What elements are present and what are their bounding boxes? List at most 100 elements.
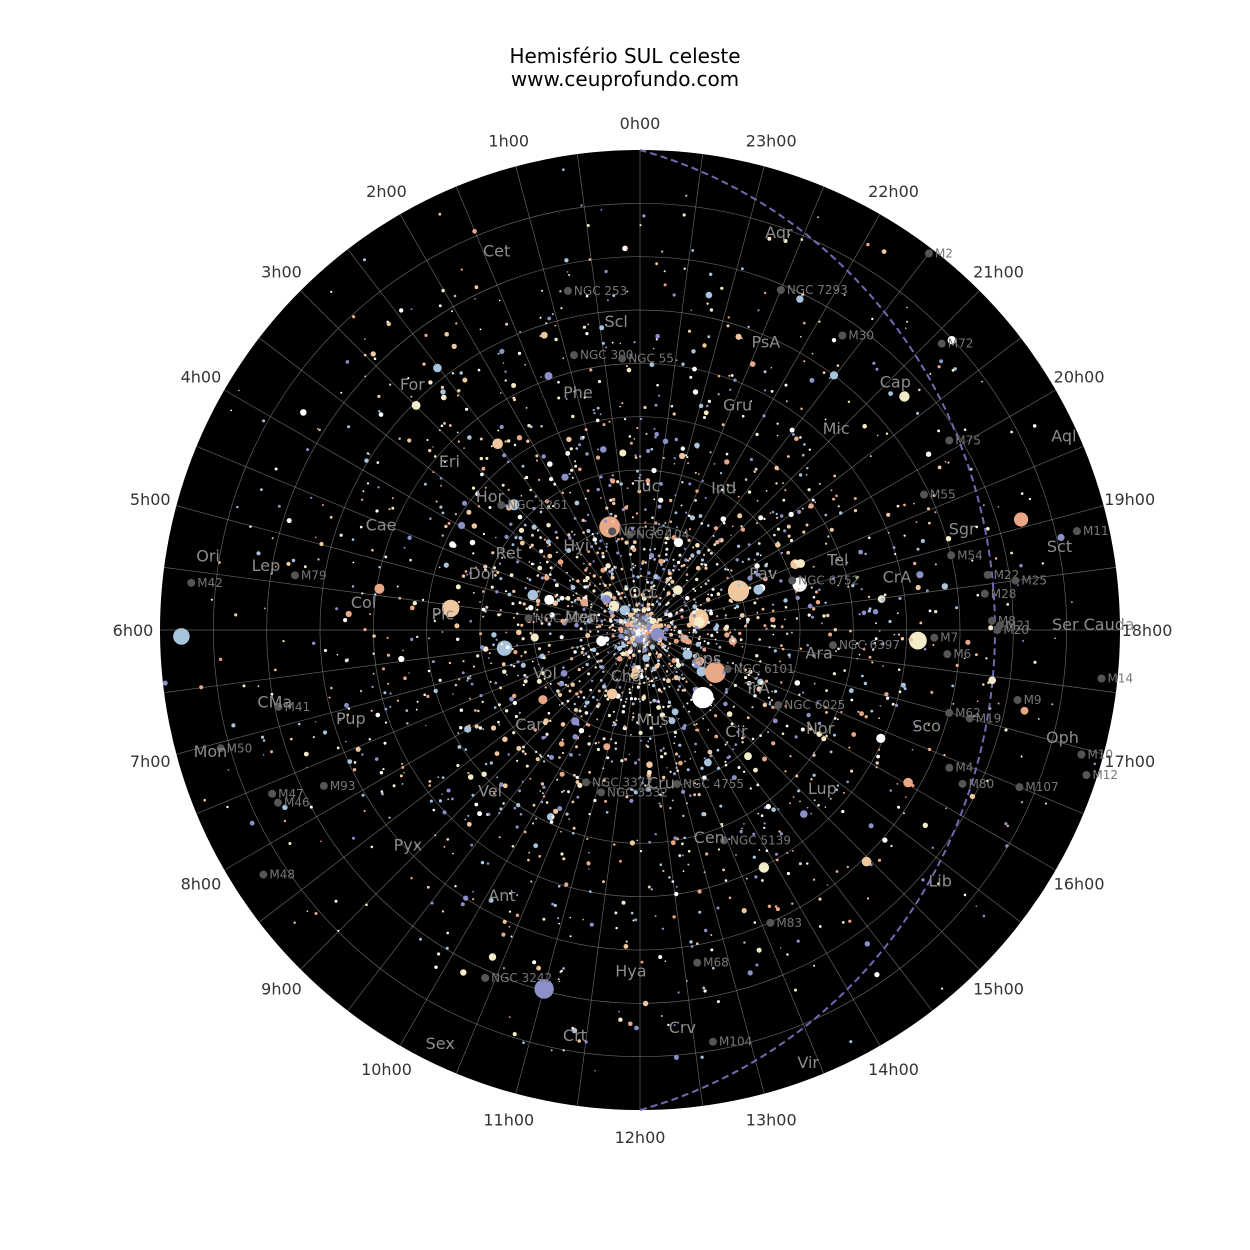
star: [571, 832, 575, 835]
star: [667, 705, 670, 708]
star: [547, 505, 551, 508]
star: [779, 947, 782, 949]
star: [434, 613, 438, 616]
star: [511, 647, 514, 651]
star: [596, 532, 599, 535]
star: [899, 391, 910, 402]
star: [568, 579, 572, 582]
star: [1020, 801, 1024, 804]
star: [685, 596, 690, 601]
star: [363, 628, 367, 632]
star: [512, 731, 516, 735]
star: [592, 695, 595, 699]
star: [578, 467, 582, 472]
star: [649, 362, 655, 368]
star: [514, 536, 518, 540]
star: [659, 637, 662, 641]
star: [726, 711, 733, 717]
star: [639, 473, 642, 477]
star: [508, 910, 512, 913]
star: [735, 333, 742, 340]
star: [755, 572, 760, 577]
star: [585, 585, 590, 589]
star: [601, 555, 605, 559]
star: [540, 755, 543, 758]
star: [492, 643, 495, 646]
star: [857, 710, 860, 713]
star: [659, 749, 663, 752]
star: [915, 584, 921, 591]
star: [364, 338, 366, 340]
star: [388, 508, 391, 511]
star: [848, 746, 851, 749]
star: [659, 529, 662, 531]
deep-sky-marker: [693, 958, 702, 967]
star: [812, 653, 816, 658]
ra-meridian: [224, 389, 631, 625]
star: [257, 685, 260, 687]
star: [417, 404, 420, 407]
star: [441, 534, 444, 537]
star: [592, 408, 595, 412]
star: [566, 604, 570, 608]
star: [654, 403, 658, 407]
star: [715, 642, 718, 645]
star: [625, 365, 628, 367]
star: [643, 405, 647, 410]
star: [657, 576, 661, 580]
star: [686, 980, 688, 982]
star: [666, 678, 671, 684]
star: [530, 633, 539, 642]
star: [702, 647, 707, 652]
star: [671, 678, 674, 681]
star: [843, 294, 846, 296]
star: [713, 463, 716, 465]
ra-meridian: [164, 631, 630, 693]
star: [547, 545, 549, 548]
star: [543, 555, 546, 558]
star: [1045, 802, 1047, 805]
star: [646, 616, 650, 620]
star: [336, 746, 340, 750]
star: [698, 910, 702, 914]
star: [263, 607, 266, 610]
star: [860, 588, 863, 591]
star: [434, 965, 438, 969]
star: [816, 701, 820, 705]
star: [628, 617, 631, 620]
star: [644, 618, 648, 622]
star: [744, 675, 748, 680]
star: [692, 587, 695, 591]
star: [498, 299, 501, 302]
star: [724, 632, 730, 638]
star: [545, 560, 549, 564]
constellation-label: Car: [515, 715, 543, 734]
star: [442, 602, 444, 605]
star: [796, 939, 800, 943]
star: [424, 333, 428, 337]
star: [691, 249, 695, 252]
star: [594, 541, 598, 545]
constellation-label: Crv: [669, 1018, 696, 1037]
star: [631, 665, 635, 669]
star: [568, 689, 572, 693]
star: [528, 851, 531, 854]
star: [629, 697, 634, 701]
star: [868, 536, 871, 540]
star: [657, 654, 661, 659]
star: [850, 769, 854, 773]
star: [755, 654, 759, 658]
star: [737, 766, 741, 769]
star: [501, 556, 504, 559]
star: [482, 532, 485, 536]
star: [660, 563, 663, 567]
star: [632, 580, 635, 583]
star: [687, 849, 691, 853]
star: [624, 700, 627, 703]
star: [600, 446, 607, 453]
star: [664, 558, 669, 562]
star: [630, 733, 632, 736]
ra-meridian: [649, 389, 1056, 625]
star: [810, 586, 813, 589]
star: [664, 623, 667, 627]
